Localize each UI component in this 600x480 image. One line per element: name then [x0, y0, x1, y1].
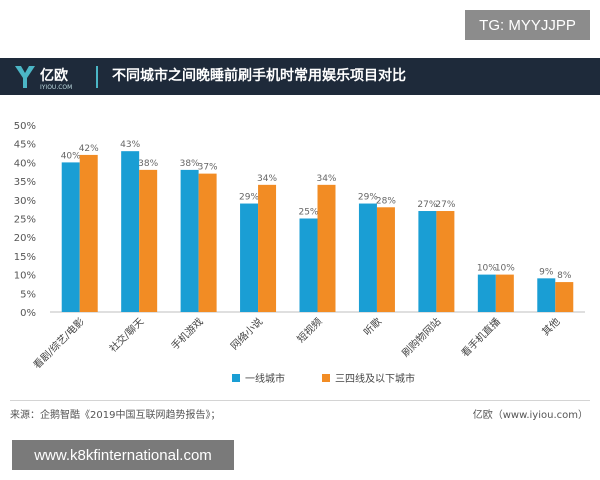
source-note: 来源：企鹅智酷《2019中国互联网趋势报告》；: [10, 410, 221, 421]
data-label: 28%: [376, 196, 396, 206]
y-tick-label: 20%: [14, 233, 36, 244]
data-label: 10%: [495, 264, 515, 274]
y-tick-label: 30%: [14, 196, 36, 207]
x-tick-label: 看剧/综艺/电影: [30, 315, 86, 371]
x-tick-label: 网络小说: [228, 315, 265, 352]
x-tick-label: 短视频: [294, 315, 324, 345]
bar: [376, 207, 395, 312]
y-tick-label: 10%: [14, 271, 36, 282]
data-label: 9%: [539, 267, 554, 277]
data-label: 38%: [180, 159, 200, 169]
chart-title: 不同城市之间晚睡前刷手机时常用娱乐项目对比: [112, 68, 406, 84]
header-divider: [96, 66, 98, 88]
legend-swatch: [232, 374, 240, 382]
bar: [139, 169, 158, 312]
legend: 一线城市 三四线及以下城市: [232, 372, 415, 385]
bars: 40%42% 43%38% 38%37%29%34%25%34%29%28% 27%2…: [61, 140, 574, 312]
y-tick-label: 5%: [20, 289, 36, 300]
bar: [358, 203, 377, 312]
x-tick-label: 听歌: [361, 315, 384, 338]
footer-divider: [10, 400, 590, 401]
y-tick-label: 0%: [20, 308, 36, 319]
bar: [240, 203, 259, 312]
data-label: 29%: [358, 193, 378, 203]
y-tick-label: 45%: [14, 140, 36, 151]
bar: [418, 211, 437, 312]
y-tick-label: 50%: [14, 121, 36, 132]
x-tick-label: 手机游戏: [168, 315, 205, 352]
data-label: 40%: [61, 151, 81, 161]
x-axis: 看剧/综艺/电影 社交/聊天 手机游戏 网络小说 短视频 听歌 刷购物网站 看手机直播 其他: [30, 315, 562, 371]
bar: [317, 184, 336, 312]
legend-swatch: [322, 374, 330, 382]
bar: [477, 274, 496, 312]
bar: [79, 154, 98, 312]
y-tick-label: 25%: [14, 215, 36, 226]
bar: [180, 169, 199, 312]
bar: [495, 274, 514, 312]
watermark-url: www.k8kfinternational.com: [12, 440, 234, 470]
data-label: 34%: [316, 174, 336, 184]
data-label: 10%: [477, 264, 497, 274]
data-label: 42%: [79, 144, 99, 154]
y-tick-label: 35%: [14, 177, 36, 188]
brand-note: 亿欧（www.iyiou.com）: [472, 410, 588, 421]
data-label: 29%: [239, 193, 259, 203]
x-tick-label: 社交/聊天: [106, 315, 146, 355]
chart-header: 亿欧 IYIOU.COM 不同城市之间晚睡前刷手机时常用娱乐项目对比: [0, 58, 600, 95]
logo-text: 亿欧: [40, 67, 68, 84]
bar: [555, 282, 574, 312]
data-label: 37%: [198, 163, 218, 173]
bar: [121, 151, 140, 312]
x-tick-label: 其他: [539, 315, 562, 338]
legend-label: 三四线及以下城市: [335, 372, 415, 385]
legend-label: 一线城市: [245, 372, 285, 385]
yiou-logo: 亿欧 IYIOU.COM: [15, 66, 72, 91]
data-label: 34%: [257, 174, 277, 184]
x-tick-label: 看手机直播: [458, 315, 503, 360]
y-tick-label: 15%: [14, 252, 36, 263]
data-label: 38%: [138, 159, 158, 169]
data-label: 43%: [120, 140, 140, 150]
bar: [537, 278, 556, 312]
bar: [436, 211, 455, 312]
logo-subtext: IYIOU.COM: [40, 84, 72, 91]
bar: [61, 162, 80, 312]
bar: [198, 173, 217, 312]
bar: [258, 184, 277, 312]
data-label: 8%: [557, 271, 572, 281]
data-label: 25%: [298, 208, 318, 218]
data-label: 27%: [417, 200, 437, 210]
x-tick-label: 刷购物网站: [399, 315, 444, 360]
data-label: 27%: [435, 200, 455, 210]
tg-badge: TG: MYYJJPP: [465, 10, 590, 40]
y-tick-label: 40%: [14, 158, 36, 169]
bar-chart: 0%5%10%15%20%25%30%35%40%45%50% 40%42% 43…: [14, 121, 585, 385]
bar: [299, 218, 318, 312]
